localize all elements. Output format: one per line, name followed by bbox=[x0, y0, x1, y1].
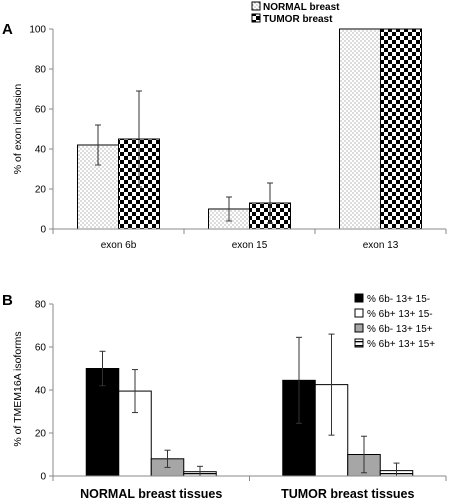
panel-b-category-label: NORMAL breast tissues bbox=[80, 487, 222, 501]
panel-a-y-tick-label: 0 bbox=[40, 225, 46, 236]
legend-swatch-normal bbox=[251, 1, 261, 11]
panel-b-y-tick-label: 60 bbox=[35, 343, 47, 354]
panel-a-letter: A bbox=[2, 21, 13, 38]
panel-b-x-ticks bbox=[52, 476, 447, 481]
panel-b-legend-label-2: % 6b+ 13+ 15- bbox=[367, 309, 433, 320]
panel-a-bars bbox=[77, 28, 422, 230]
panel-b-letter: B bbox=[2, 292, 13, 309]
panel-b-category-labels: NORMAL breast tissues TUMOR breast tissue… bbox=[80, 487, 414, 501]
panel-a-x-ticks bbox=[52, 229, 447, 234]
panel-a-y-ticks: 0 20 40 60 80 100 bbox=[29, 25, 53, 236]
panel-b-legend-label-1: % 6b- 13+ 15- bbox=[367, 294, 430, 305]
panel-a-legend: NORMAL breast TUMOR breast bbox=[251, 1, 340, 25]
panel-a-error-bars bbox=[95, 90, 273, 224]
panel-a-y-axis-label: % of exon inclusion bbox=[12, 84, 24, 175]
panel-a-category-label: exon 13 bbox=[363, 240, 399, 251]
panel-a: A 0 20 40 60 80 100 % of exon inclusion exon … bbox=[2, 1, 447, 251]
panel-a-y-tick-label: 80 bbox=[35, 65, 47, 76]
panel-a-category-label: exon 15 bbox=[232, 240, 268, 251]
panel-b-legend: % 6b- 13+ 15- % 6b+ 13+ 15- % 6b- 13+ 15+%… bbox=[354, 293, 435, 350]
panel-a-category-label: exon 6b bbox=[101, 240, 137, 251]
panel-b-legend-swatch-4 bbox=[354, 338, 364, 348]
legend-swatch-tumor bbox=[251, 13, 261, 23]
panel-b-y-tick-label: 40 bbox=[35, 386, 47, 397]
panel-b-y-tick-label: 0 bbox=[40, 472, 46, 483]
panel-a-bar-normal-breast-exon-13 bbox=[339, 28, 381, 230]
panel-b-y-tick-label: 20 bbox=[35, 429, 47, 440]
panel-b-category-label: TUMOR breast tissues bbox=[281, 487, 414, 501]
panel-b-legend-swatch-1 bbox=[354, 293, 364, 303]
panel-a-y-tick-label: 20 bbox=[35, 185, 47, 196]
panel-b: B 0 20 40 60 80 % of TMEM16A isoforms NORMAL… bbox=[2, 292, 447, 501]
legend-label-tumor: TUMOR breast bbox=[263, 14, 333, 25]
panel-b-legend-label-4: % 6b+ 13+ 15+ bbox=[367, 339, 435, 350]
legend-label-normal: NORMAL breast bbox=[263, 2, 340, 13]
panel-a-category-labels: exon 6b exon 15 exon 13 bbox=[101, 240, 399, 251]
panel-b-y-tick-label: 80 bbox=[35, 300, 47, 311]
panel-b-y-axis-label: % of TMEM16A isoforms bbox=[12, 331, 24, 446]
panel-a-y-tick-label: 40 bbox=[35, 145, 47, 156]
panel-b-legend-swatch-3 bbox=[354, 323, 364, 333]
panel-a-y-tick-label: 60 bbox=[35, 105, 47, 116]
panel-b-legend-swatch-2 bbox=[354, 308, 364, 318]
panel-b-bar-6b-13-15-normal-breast-tissues bbox=[85, 368, 120, 477]
panel-a-bar-tumor-breast-exon-13 bbox=[380, 28, 422, 230]
panel-b-y-ticks: 0 20 40 60 80 bbox=[35, 300, 53, 483]
panel-a-y-tick-label: 100 bbox=[29, 25, 46, 36]
panel-b-legend-label-3: % 6b- 13+ 15+ bbox=[367, 324, 433, 335]
